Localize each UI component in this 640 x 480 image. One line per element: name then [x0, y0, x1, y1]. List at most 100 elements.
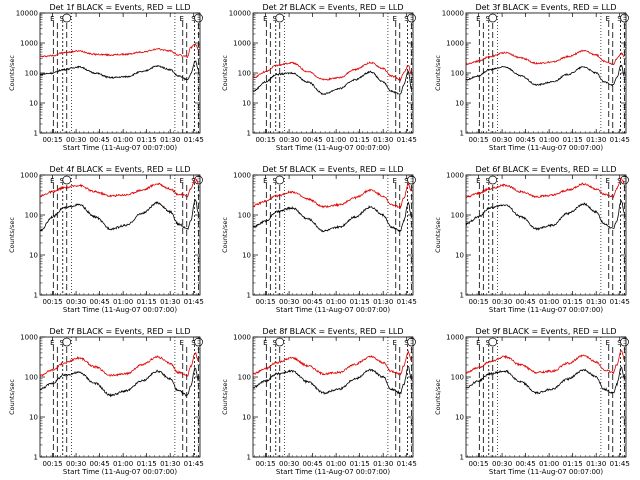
x-tick-label: 01:45	[397, 136, 417, 144]
y-tick-label: 100	[25, 374, 38, 382]
events-series-line	[465, 64, 625, 87]
x-tick-label: 00:30	[66, 460, 86, 468]
x-tick-label: 00:15	[468, 460, 488, 468]
x-axis-label: Start Time (11-Aug-07 00:07:00)	[63, 468, 177, 476]
x-tick-label: 00:30	[279, 136, 299, 144]
chart-title: Det 8f BLACK = Events, RED = LLD	[262, 327, 403, 336]
y-tick-label: 1000	[446, 334, 464, 342]
x-tick-label: 00:45	[516, 298, 536, 306]
plot-frame	[39, 174, 201, 296]
y-tick-label: 100	[451, 212, 464, 220]
chart-panel-5: Det 5f BLACK = Events, RED = LLD 1 10 100 10…	[221, 165, 417, 314]
y-tick-label: 10	[242, 252, 251, 260]
saa-circle	[488, 175, 498, 185]
saa-circle	[407, 337, 416, 347]
event-marker-label: S	[273, 15, 278, 23]
event-marker-label: E	[393, 15, 397, 23]
x-tick-label: 01:00	[326, 136, 346, 144]
saa-circle	[275, 175, 285, 185]
x-tick-label: 01:45	[397, 460, 417, 468]
y-tick-label: 1	[247, 454, 251, 462]
events-series-line	[465, 200, 625, 231]
saa-circle	[488, 337, 498, 347]
event-marker-label: S	[404, 339, 409, 347]
chart-panel-8: Det 8f BLACK = Events, RED = LLD 1 10 100 10…	[221, 327, 417, 476]
x-tick-label: 01:15	[137, 460, 157, 468]
event-marker-label: S	[60, 339, 65, 347]
x-axis-label: Start Time (11-Aug-07 00:07:00)	[489, 144, 603, 152]
x-tick-label: 01:45	[397, 298, 417, 306]
x-tick-label: 00:45	[303, 298, 323, 306]
y-axis-label: Counts/sec	[8, 55, 16, 91]
x-tick-label: 00:45	[303, 136, 323, 144]
event-marker-label: S	[60, 177, 65, 185]
y-axis-label: Counts/sec	[434, 55, 442, 91]
x-tick-label: 01:30	[373, 136, 393, 144]
y-tick-label: 1	[247, 292, 251, 300]
x-axis-label: Start Time (11-Aug-07 00:07:00)	[63, 306, 177, 314]
chart-panel-4: Det 4f BLACK = Events, RED = LLD 1 10 100 10…	[8, 165, 204, 314]
event-marker-label: E	[606, 339, 610, 347]
x-tick-label: 01:45	[184, 298, 204, 306]
events-series-line	[252, 70, 412, 96]
y-tick-label: 1000	[20, 40, 38, 48]
saa-circle	[620, 337, 629, 347]
event-marker-label: E	[606, 177, 610, 185]
event-marker-label: E	[263, 177, 267, 185]
y-tick-label: 10	[455, 100, 464, 108]
y-axis-label: Counts/sec	[434, 379, 442, 415]
x-tick-label: 01:15	[137, 136, 157, 144]
x-tick-label: 01:00	[113, 460, 133, 468]
x-tick-label: 01:15	[137, 298, 157, 306]
x-axis-label: Start Time (11-Aug-07 00:07:00)	[276, 306, 390, 314]
x-tick-label: 01:45	[610, 460, 630, 468]
y-tick-label: 1000	[233, 40, 251, 48]
events-series-line	[39, 199, 199, 232]
event-marker-label: S	[273, 339, 278, 347]
event-marker-label: S	[617, 339, 622, 347]
saa-circle	[194, 13, 203, 23]
lld-series-line	[252, 349, 412, 376]
x-tick-label: 01:00	[326, 298, 346, 306]
x-tick-label: 00:15	[255, 136, 275, 144]
x-tick-label: 00:30	[66, 136, 86, 144]
event-marker-label: E	[50, 339, 54, 347]
lld-series-line	[39, 352, 199, 378]
event-marker-label: E	[263, 339, 267, 347]
x-tick-label: 00:15	[255, 460, 275, 468]
chart-title: Det 5f BLACK = Events, RED = LLD	[262, 165, 403, 174]
y-tick-label: 1	[34, 130, 38, 138]
saa-circle	[407, 175, 416, 185]
x-tick-label: 00:15	[468, 136, 488, 144]
chart-panel-1: Det 1f BLACK = Events, RED = LLD 1 10 100 10…	[8, 3, 204, 152]
lld-series-line	[252, 181, 412, 210]
y-tick-label: 100	[238, 374, 251, 382]
x-tick-label: 01:00	[326, 460, 346, 468]
saa-circle	[62, 175, 72, 185]
saa-circle	[194, 337, 203, 347]
y-axis-label: Counts/sec	[221, 217, 229, 253]
x-tick-label: 00:30	[492, 136, 512, 144]
chart-title: Det 1f BLACK = Events, RED = LLD	[49, 3, 190, 12]
x-tick-label: 01:45	[184, 136, 204, 144]
chart-panel-9: Det 9f BLACK = Events, RED = LLD 1 10 100 10…	[434, 327, 630, 476]
x-tick-label: 00:15	[468, 298, 488, 306]
x-tick-label: 01:30	[373, 460, 393, 468]
x-tick-label: 00:45	[516, 136, 536, 144]
y-axis-label: Counts/sec	[434, 217, 442, 253]
y-tick-label: 100	[451, 374, 464, 382]
y-tick-label: 10000	[16, 10, 38, 18]
event-marker-label: E	[50, 15, 54, 23]
x-tick-label: 01:30	[160, 136, 180, 144]
chart-panel-2: Det 2f BLACK = Events, RED = LLD 1 10 100 10…	[221, 3, 417, 152]
x-tick-label: 01:30	[586, 298, 606, 306]
x-tick-label: 01:45	[184, 460, 204, 468]
x-axis-label: Start Time (11-Aug-07 00:07:00)	[489, 306, 603, 314]
event-marker-label: S	[273, 177, 278, 185]
x-tick-label: 01:00	[113, 298, 133, 306]
event-marker-label: E	[476, 177, 480, 185]
y-tick-label: 10	[242, 414, 251, 422]
x-tick-label: 01:45	[610, 136, 630, 144]
event-marker-label: S	[191, 339, 196, 347]
